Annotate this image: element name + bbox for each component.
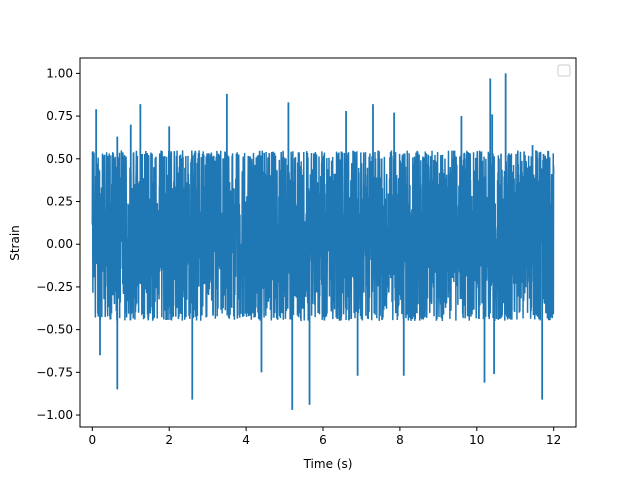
x-tick-label: 10 xyxy=(469,433,484,447)
y-tick-label: −0.25 xyxy=(36,280,73,294)
y-axis-label: Strain xyxy=(8,225,22,261)
y-ticks: −1.00 −0.75 −0.50 −0.25 0.00 0.25 0.50 0.75 1.00 xyxy=(36,66,80,422)
x-tick-label: 12 xyxy=(546,433,561,447)
x-axis-label: Time (s) xyxy=(303,457,353,471)
y-tick-label: −0.50 xyxy=(36,323,73,337)
x-tick-label: 2 xyxy=(165,433,173,447)
strain-series-line xyxy=(91,150,555,322)
x-tick-label: 6 xyxy=(319,433,327,447)
y-tick-label: −1.00 xyxy=(36,408,73,422)
y-tick-label: 0.75 xyxy=(46,109,73,123)
x-tick-label: 8 xyxy=(396,433,404,447)
y-tick-label: 1.00 xyxy=(46,66,73,80)
x-tick-label: 4 xyxy=(242,433,250,447)
series-layer xyxy=(91,73,555,410)
y-tick-label: 0.25 xyxy=(46,195,73,209)
y-tick-label: −0.75 xyxy=(36,365,73,379)
x-ticks: 0 2 4 6 8 10 12 xyxy=(88,427,561,447)
plot-frame xyxy=(79,57,577,428)
legend-box[interactable] xyxy=(557,64,571,77)
x-tick-label: 0 xyxy=(88,433,96,447)
y-tick-label: 0.00 xyxy=(46,237,73,251)
y-tick-label: 0.50 xyxy=(46,152,73,166)
